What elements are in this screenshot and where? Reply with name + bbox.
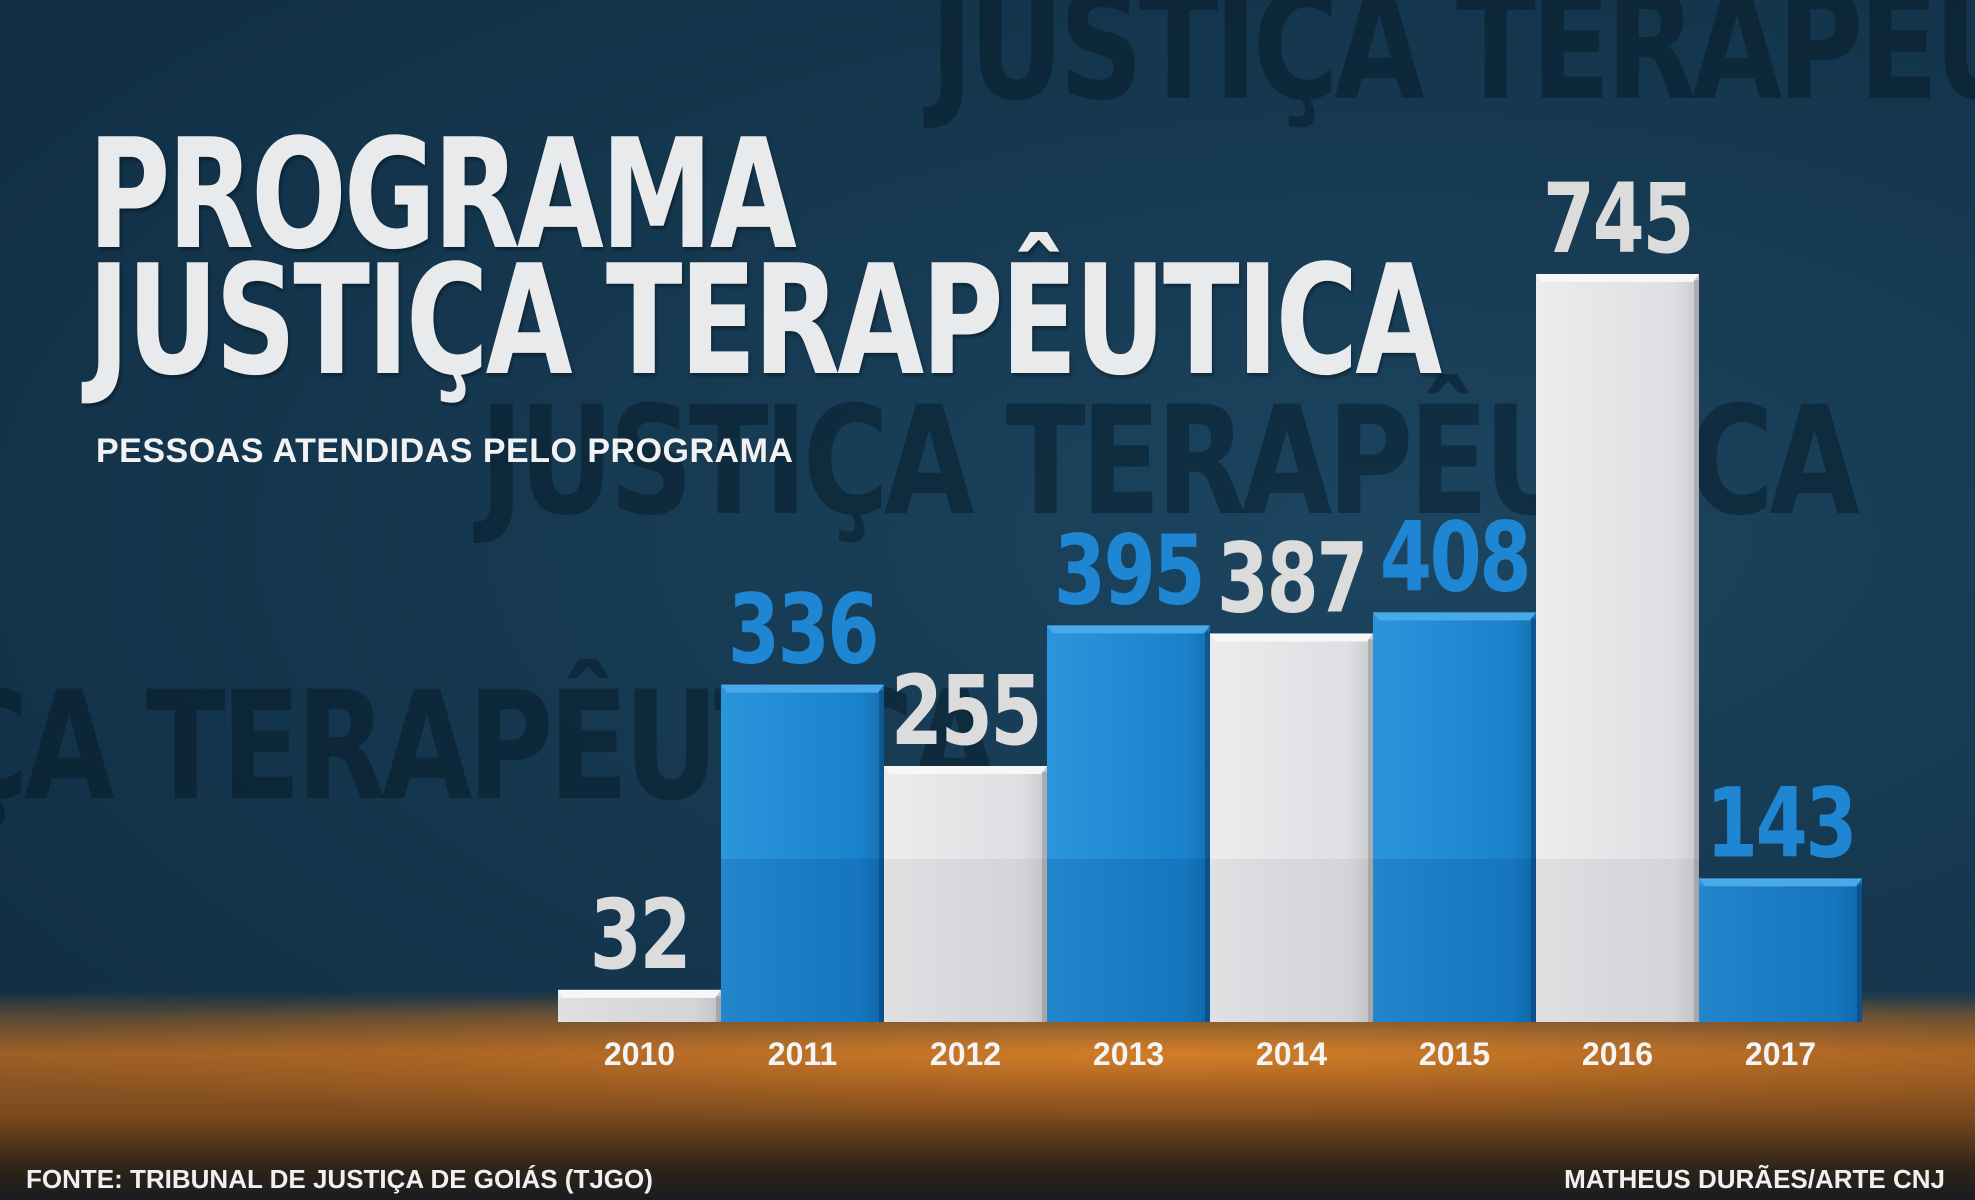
bar-2012 xyxy=(884,765,1047,1022)
value-label-2017: 143 xyxy=(1706,768,1855,880)
title-line-2: JUSTIÇA TERAPÊUTICA xyxy=(88,232,1442,409)
value-label-2015: 408 xyxy=(1380,502,1529,614)
bar-shade xyxy=(1699,886,1862,1022)
bar-shade xyxy=(721,859,884,1022)
bar-2015 xyxy=(1373,612,1536,1022)
bar-body xyxy=(721,684,884,1022)
x-tick-label-2011: 2011 xyxy=(768,1036,837,1072)
bar-top-bevel xyxy=(721,684,884,693)
value-label-2013: 395 xyxy=(1054,515,1203,627)
bar-shade xyxy=(1536,859,1699,1022)
x-tick-label-2010: 2010 xyxy=(604,1036,675,1072)
bar-edge xyxy=(1857,884,1862,1022)
value-label-2016: 745 xyxy=(1543,164,1692,276)
value-label-2014: 387 xyxy=(1217,523,1366,635)
credit-note: MATHEUS DURÃES/ARTE CNJ xyxy=(1564,1164,1945,1194)
bar-top-bevel xyxy=(884,765,1047,774)
bar-shade xyxy=(1210,859,1373,1022)
bar-2013 xyxy=(1047,625,1210,1022)
value-label-2012: 255 xyxy=(891,656,1040,768)
bar-edge xyxy=(716,995,721,1022)
chart-subtitle: PESSOAS ATENDIDAS PELO PROGRAMA xyxy=(96,432,794,470)
bar-shade xyxy=(884,859,1047,1022)
bar-2017 xyxy=(1699,878,1862,1022)
bar-top-bevel xyxy=(1210,633,1373,642)
bar-edge xyxy=(879,690,884,1022)
value-label-2010: 32 xyxy=(590,880,690,992)
value-label-2011: 336 xyxy=(728,575,877,687)
source-note: FONTE: TRIBUNAL DE JUSTIÇA DE GOIÁS (TJG… xyxy=(26,1164,653,1194)
x-tick-label-2013: 2013 xyxy=(1093,1036,1164,1072)
bar-shade xyxy=(1047,859,1210,1022)
x-tick-label-2015: 2015 xyxy=(1419,1036,1490,1072)
bar-edge xyxy=(1205,631,1210,1022)
bar-body xyxy=(1536,274,1699,1022)
bar-edge xyxy=(1531,618,1536,1022)
bar-body xyxy=(1699,878,1862,1022)
bar-edge xyxy=(1368,639,1373,1022)
bar-body xyxy=(884,765,1047,1022)
bar-2011 xyxy=(721,684,884,1022)
bar-top-bevel xyxy=(558,989,721,998)
bar-edge xyxy=(1694,280,1699,1022)
x-tick-label-2012: 2012 xyxy=(930,1036,1001,1072)
bar-top-bevel xyxy=(1047,625,1210,634)
title-line-1: PROGRAMA xyxy=(88,106,797,283)
bar-shade xyxy=(558,997,721,1022)
bar-top-bevel xyxy=(1536,274,1699,283)
bar-shade xyxy=(1373,859,1536,1022)
bar-2010 xyxy=(558,989,721,1022)
bar-2014 xyxy=(1210,633,1373,1022)
background-watermark-top: JUSTIÇA TERAPÊUTICA xyxy=(930,0,1975,134)
x-tick-label-2014: 2014 xyxy=(1256,1036,1327,1072)
page-title: PROGRAMA JUSTIÇA TERAPÊUTICA xyxy=(88,106,1442,409)
bar-body xyxy=(1047,625,1210,1022)
bar-edge xyxy=(1042,771,1047,1022)
bar-top-bevel xyxy=(1699,878,1862,887)
bar-body xyxy=(1210,633,1373,1022)
bar-2016 xyxy=(1536,274,1699,1022)
x-tick-label-2016: 2016 xyxy=(1582,1036,1653,1072)
bar-body xyxy=(1373,612,1536,1022)
x-tick-label-2017: 2017 xyxy=(1745,1036,1816,1072)
bar-top-bevel xyxy=(1373,612,1536,621)
